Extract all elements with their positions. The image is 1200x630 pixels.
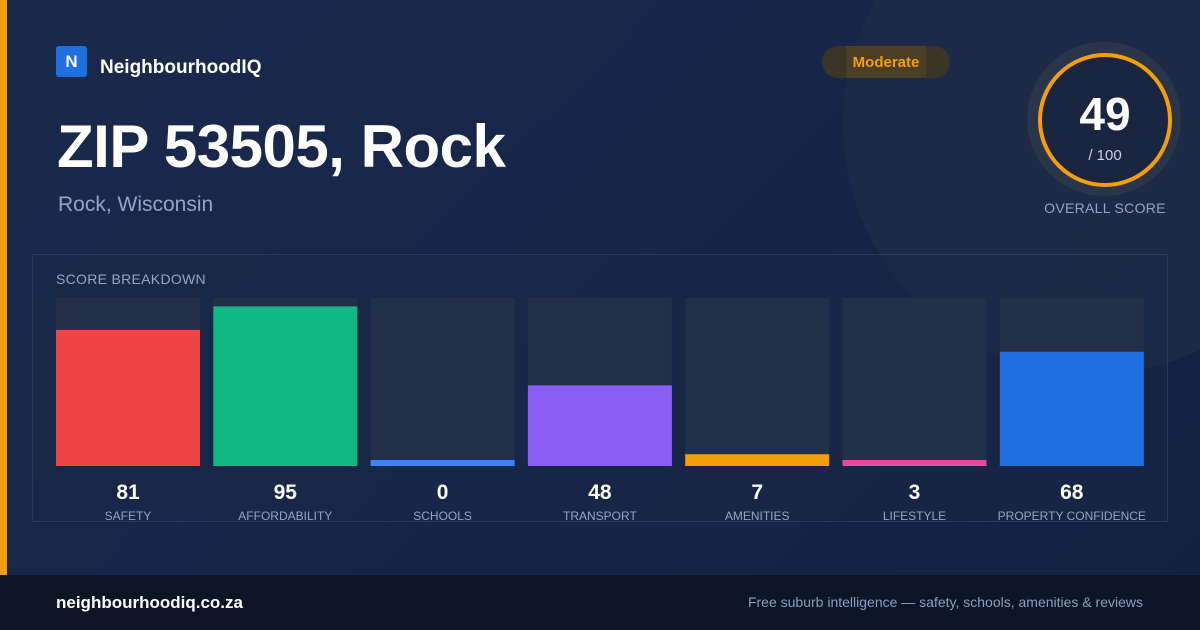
bar-safety: [56, 329, 200, 466]
bar-label-schools: SCHOOLS: [413, 509, 472, 523]
logo-icon: N: [56, 46, 87, 77]
bar-value-affordability: 95: [274, 481, 298, 504]
bar-value-amenities: 7: [751, 481, 763, 504]
bar-label-safety: SAFETY: [105, 509, 152, 523]
bar-value-property-confidence: 68: [1060, 481, 1084, 504]
bar-label-property-confidence: PROPERTY CONFIDENCE: [998, 509, 1146, 523]
overall-score-max: / 100: [1088, 147, 1122, 164]
bar-lifestyle: [842, 460, 987, 466]
bar-label-affordability: AFFORDABILITY: [238, 509, 332, 523]
overall-score-value: 49: [1079, 88, 1131, 140]
overall-score-ring: 49 / 100: [1027, 42, 1181, 196]
bar-amenities: [685, 454, 830, 466]
footer-tagline: Free suburb intelligence — safety, schoo…: [747, 594, 1143, 610]
bar-property-confidence: [999, 351, 1144, 466]
bar-value-safety: 81: [116, 481, 140, 504]
rating-badge-label: Moderate: [852, 53, 920, 71]
page-title: ZIP 53505, Rock: [57, 113, 506, 180]
score-breakdown-title: SCORE BREAKDOWN: [56, 271, 206, 287]
page-subtitle: Rock, Wisconsin: [58, 193, 214, 216]
footer: [0, 575, 1200, 630]
bar-track-schools: [370, 298, 515, 466]
accent-bar: [0, 0, 7, 575]
bar-value-transport: 48: [588, 481, 612, 504]
overall-score-label: OVERALL SCORE: [1044, 200, 1166, 216]
bar-track-lifestyle: [842, 298, 987, 466]
bar-track-amenities: [685, 298, 830, 466]
brand-name[interactable]: NeighbourhoodIQ: [100, 57, 262, 78]
bar-value-schools: 0: [437, 481, 449, 504]
overall-score-inner: 49 / 100: [1038, 53, 1172, 187]
bar-value-lifestyle: 3: [909, 481, 921, 504]
bar-transport: [527, 385, 672, 466]
rating-badge: Moderate: [822, 46, 950, 78]
bar-schools: [370, 460, 515, 466]
bar-label-transport: TRANSPORT: [563, 509, 637, 523]
bar-label-amenities: AMENITIES: [725, 509, 790, 523]
bar-label-lifestyle: LIFESTYLE: [883, 509, 946, 523]
footer-url[interactable]: neighbourhoodiq.co.za: [56, 593, 243, 612]
bar-affordability: [213, 306, 358, 466]
